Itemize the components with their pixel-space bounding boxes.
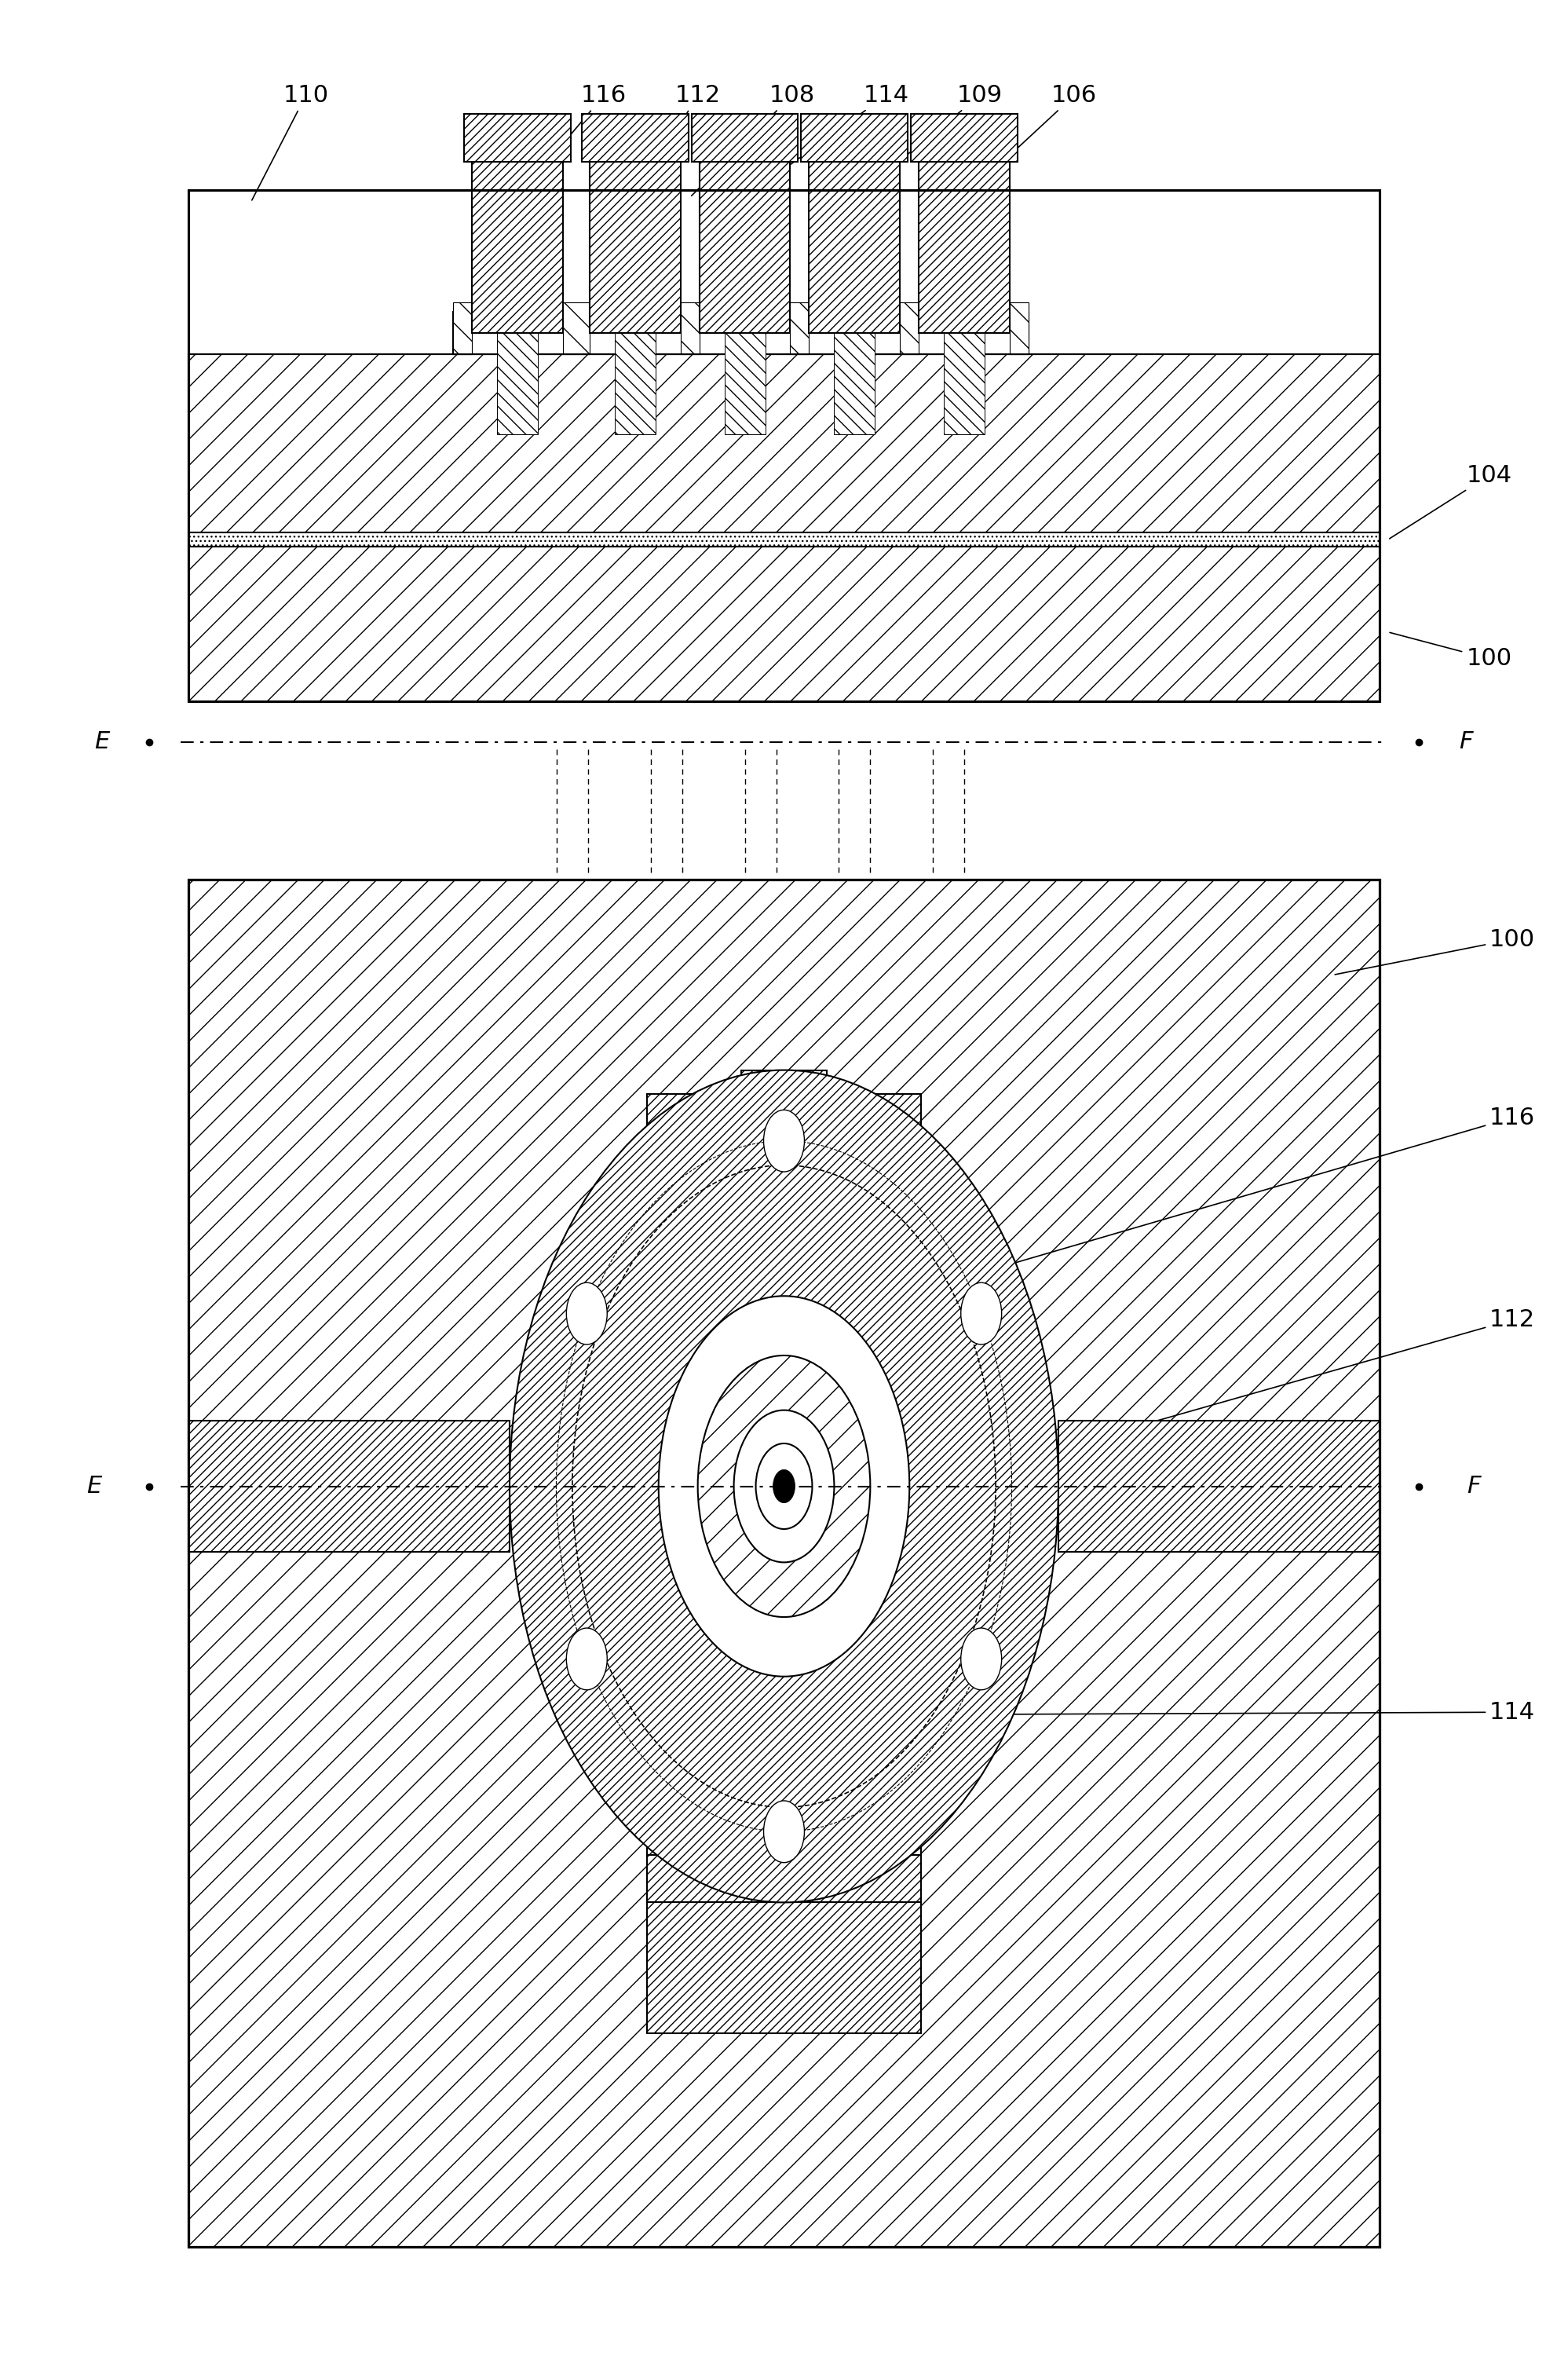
Bar — [691, 114, 798, 162]
Bar — [809, 162, 900, 333]
Text: 109: 109 — [856, 83, 1004, 195]
Bar — [453, 302, 472, 354]
Bar — [801, 114, 908, 162]
Bar — [188, 880, 1380, 2247]
Bar — [464, 114, 571, 162]
Text: 116: 116 — [964, 1106, 1535, 1277]
Bar — [188, 547, 1380, 702]
Bar — [646, 1094, 920, 1296]
Bar — [1010, 302, 1029, 354]
Text: 106: 106 — [966, 83, 1098, 195]
Circle shape — [756, 1443, 812, 1529]
Bar — [615, 333, 655, 435]
Bar — [582, 114, 688, 162]
Circle shape — [510, 1070, 1058, 1902]
Bar — [646, 1855, 920, 1902]
Text: E: E — [94, 730, 110, 754]
Bar — [699, 162, 790, 333]
Bar — [740, 1831, 828, 1902]
Bar — [911, 114, 1018, 162]
Text: 112: 112 — [861, 1308, 1535, 1505]
Circle shape — [773, 1470, 795, 1503]
Circle shape — [698, 1355, 870, 1617]
Text: 104: 104 — [1389, 464, 1512, 540]
Circle shape — [566, 1629, 607, 1691]
Text: 100: 100 — [1334, 927, 1535, 975]
Bar — [1058, 1420, 1380, 1550]
Circle shape — [659, 1296, 909, 1676]
Circle shape — [764, 1111, 804, 1172]
Bar — [919, 162, 1010, 333]
Bar — [944, 333, 985, 435]
Bar — [453, 312, 1029, 354]
Bar — [472, 162, 563, 333]
Text: F: F — [1468, 1474, 1480, 1498]
Circle shape — [961, 1282, 1002, 1344]
Text: 112: 112 — [637, 83, 721, 195]
Circle shape — [961, 1629, 1002, 1691]
Circle shape — [566, 1282, 607, 1344]
Bar — [834, 333, 875, 435]
Text: 116: 116 — [519, 83, 627, 195]
Bar — [646, 1831, 920, 2033]
Text: 108: 108 — [691, 83, 815, 195]
Bar — [497, 333, 538, 435]
Bar — [188, 190, 1380, 702]
Text: 100: 100 — [1389, 633, 1512, 671]
Bar — [590, 162, 681, 333]
Circle shape — [734, 1410, 834, 1562]
Bar — [563, 302, 590, 354]
Bar — [724, 333, 765, 435]
Bar — [740, 1070, 828, 1296]
Bar — [900, 302, 919, 354]
Bar — [188, 880, 1380, 2247]
Bar — [188, 533, 1380, 547]
Bar — [790, 302, 809, 354]
Text: 110: 110 — [252, 83, 329, 200]
Bar — [188, 354, 1380, 533]
Text: 114: 114 — [812, 1700, 1535, 1724]
Text: 114: 114 — [746, 83, 909, 195]
Text: F: F — [1460, 730, 1472, 754]
Bar — [681, 302, 699, 354]
Bar — [188, 1420, 510, 1550]
Circle shape — [764, 1800, 804, 1862]
Bar — [646, 1296, 920, 1344]
Text: E: E — [86, 1474, 102, 1498]
